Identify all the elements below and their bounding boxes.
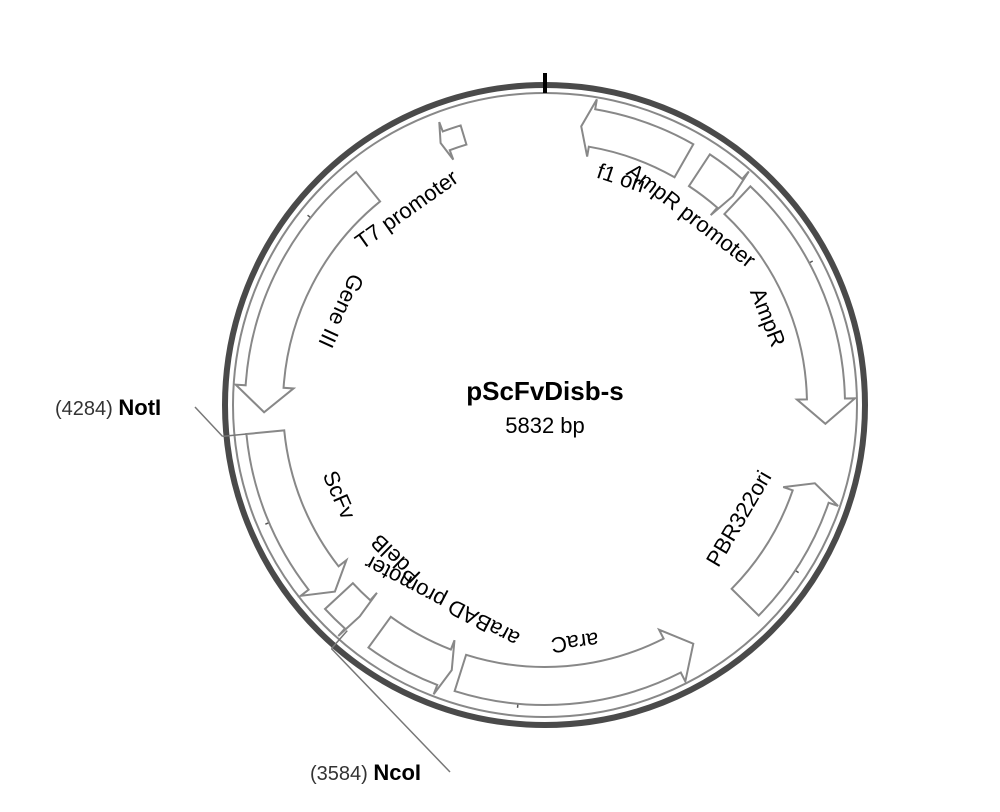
feature-scfv [246, 430, 346, 595]
plasmid-map: 10002000300040005000 f1 oriAmpR promoter… [0, 0, 1000, 812]
site-label-ncoi: (3584) NcoI [310, 760, 421, 785]
plasmid-size: 5832 bp [505, 413, 585, 438]
feature-label-gene3: Gene III [313, 270, 368, 352]
feature-t7p [439, 122, 466, 159]
feature-label-araC: araC [550, 627, 601, 658]
feature-label-scfv: ScFv [318, 467, 361, 523]
site-label-noti: (4284) NotI [55, 395, 161, 420]
plasmid-name: pScFvDisb-s [466, 376, 624, 406]
site-leader-noti [195, 407, 223, 436]
feature-ampR [724, 186, 855, 423]
